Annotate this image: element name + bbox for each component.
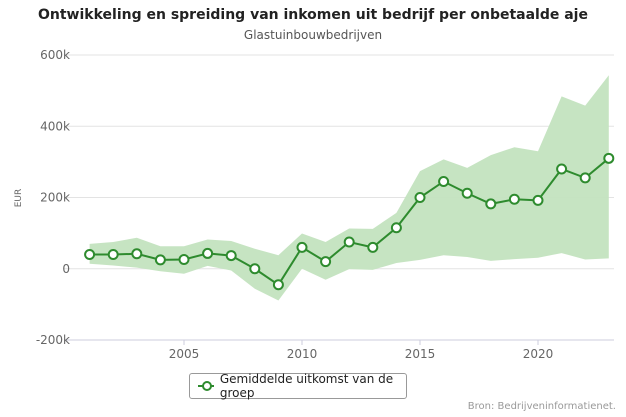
data-point (485, 198, 497, 210)
data-point (438, 175, 450, 187)
data-point (225, 250, 237, 262)
source-note: Bron: Bedrijveninformatienet. (467, 401, 616, 412)
x-tick-label: 2005 (169, 347, 200, 361)
y-tick-label: 400k (40, 119, 70, 133)
data-point (296, 241, 308, 253)
y-tick-label: -200k (36, 333, 70, 347)
data-point (343, 236, 355, 248)
data-point (154, 254, 166, 266)
y-axis-label: EUR (14, 189, 24, 208)
y-tick-label: 600k (40, 48, 70, 62)
x-tick-label: 2020 (523, 347, 554, 361)
y-tick-label: 0 (62, 262, 70, 276)
chart-subtitle: Glastuinbouwbedrijven (243, 28, 383, 42)
data-point (508, 193, 520, 205)
data-point (414, 192, 426, 203)
data-point (249, 263, 261, 275)
legend-marker-icon (198, 381, 214, 391)
data-point (272, 279, 284, 291)
data-point (556, 163, 568, 175)
legend-item[interactable]: Gemiddelde uitkomst van de groep (189, 372, 407, 400)
data-point (367, 241, 379, 253)
legend-label: Gemiddelde uitkomst van de groep (219, 372, 394, 400)
data-point (390, 222, 402, 234)
data-point (202, 247, 214, 259)
chart-title: Ontwikkeling en spreiding van inkomen ui… (38, 7, 588, 23)
data-point (532, 194, 544, 206)
data-point (320, 256, 332, 268)
x-tick-label: 2010 (287, 347, 318, 361)
data-point (178, 253, 190, 265)
data-point (131, 248, 143, 260)
x-tick-label: 2015 (405, 347, 436, 361)
data-point (461, 187, 473, 199)
data-point (107, 249, 119, 260)
spread-band (89, 75, 609, 301)
y-tick-label: 200k (40, 191, 70, 205)
data-point (84, 249, 96, 260)
data-point (603, 152, 615, 164)
data-point (579, 172, 591, 184)
